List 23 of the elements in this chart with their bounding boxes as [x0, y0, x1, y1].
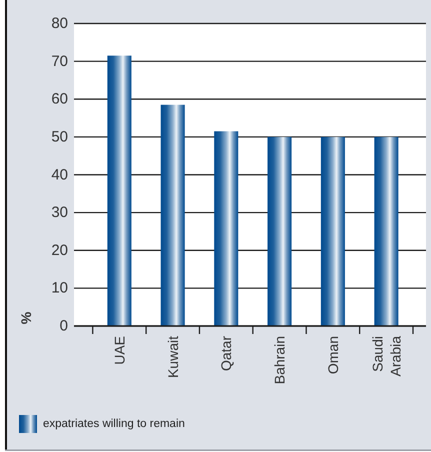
bar — [107, 56, 132, 326]
bar — [268, 136, 292, 326]
y-tick-label: 50 — [51, 128, 68, 146]
bar — [160, 104, 185, 326]
x-tick-label: Saudi Arabia — [369, 336, 404, 376]
y-tick-label: 10 — [51, 280, 68, 297]
bar — [374, 136, 398, 326]
x-tick-label: Kuwait — [164, 336, 181, 378]
legend-label: expatriates willing to remain — [43, 418, 185, 430]
y-tick-label: 70 — [51, 52, 68, 70]
y-tick-label: 20 — [51, 242, 68, 259]
x-tick-label: Bahrain — [272, 336, 288, 384]
x-tick-label: Oman — [324, 336, 341, 374]
y-axis-title: % — [18, 311, 34, 324]
y-tick-label: 0 — [60, 318, 68, 334]
y-tick-label: 40 — [51, 166, 68, 184]
x-tick-label: Qatar — [218, 336, 234, 372]
bar — [214, 131, 238, 326]
y-tick-label: 80 — [51, 15, 68, 32]
x-tick-label: UAE — [111, 336, 128, 365]
bar — [320, 136, 345, 326]
y-tick-label: 60 — [51, 90, 68, 108]
y-tick-label: 30 — [51, 204, 68, 222]
